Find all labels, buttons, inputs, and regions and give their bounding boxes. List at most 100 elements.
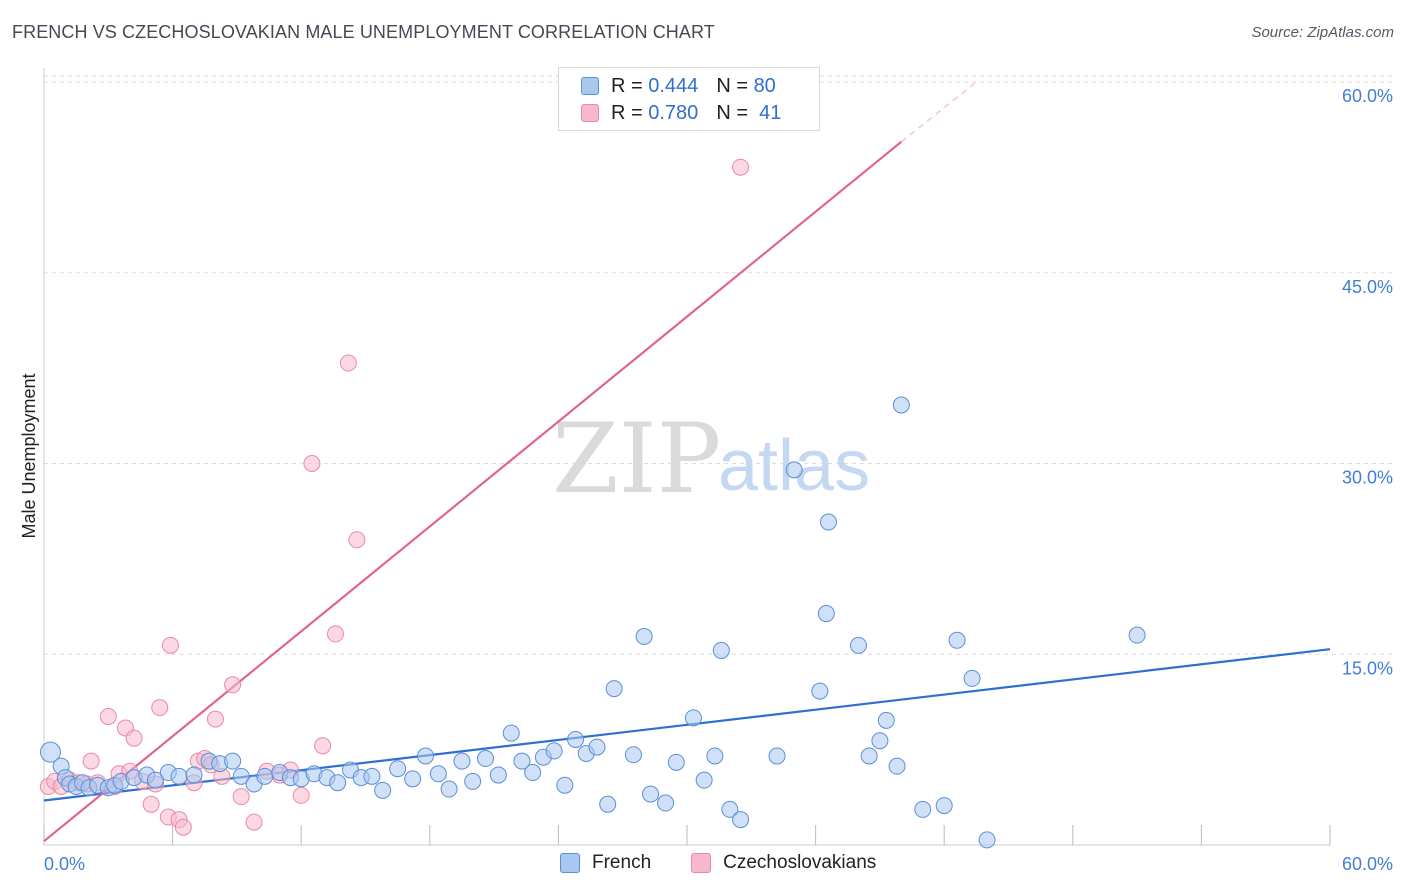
french-point: [374, 781, 392, 799]
czech-point: [161, 636, 179, 654]
french-point: [389, 760, 407, 778]
french-swatch: [581, 77, 599, 95]
czech-swatch: [581, 104, 599, 122]
french-point: [712, 641, 730, 659]
french-point: [819, 513, 837, 531]
czech-point: [99, 708, 117, 726]
czech-point: [206, 710, 224, 728]
chart-title: FRENCH VS CZECHOSLOVAKIAN MALE UNEMPLOYM…: [12, 22, 715, 42]
legend-r-value: 0.780: [648, 101, 699, 124]
french-point: [429, 765, 447, 783]
legend-r-label: R =: [611, 74, 643, 97]
stats-legend: R = 0.444 N = 80 R = 0.780 N = 41: [558, 67, 820, 131]
french-point: [732, 811, 750, 829]
french-point: [232, 767, 250, 785]
czech-point: [151, 699, 169, 717]
french-point: [453, 752, 471, 770]
y-tick-labels: 15.0% 30.0% 45.0% 60.0%: [1342, 86, 1393, 678]
french-point: [440, 780, 458, 798]
french-point: [667, 753, 685, 771]
french-legend-swatch: [560, 853, 580, 873]
french-point: [417, 747, 435, 765]
french-point: [888, 757, 906, 775]
french-point: [502, 724, 520, 742]
legend-r-label: R =: [611, 101, 643, 124]
x-tick-label-max: 60.0%: [1342, 854, 1393, 874]
french-point: [948, 631, 966, 649]
french-point: [963, 669, 981, 687]
y-tick-label: 45.0%: [1342, 277, 1393, 297]
french-point: [635, 627, 653, 645]
french-point: [524, 764, 542, 782]
french-point: [811, 682, 829, 700]
french-point: [605, 680, 623, 698]
legend-item-french[interactable]: French: [560, 852, 651, 874]
french-point: [363, 767, 381, 785]
french-point: [877, 711, 895, 729]
french-point: [684, 709, 702, 727]
czech-trend-line: [43, 140, 903, 843]
y-tick-label: 60.0%: [1342, 86, 1393, 106]
french-point: [849, 636, 867, 654]
legend-r-value: 0.444: [648, 74, 699, 97]
czech-point: [82, 752, 100, 770]
french-point: [871, 732, 889, 750]
legend-n-label: N =: [716, 74, 748, 97]
czech-point: [232, 788, 250, 806]
french-point: [39, 741, 61, 763]
french-point: [224, 752, 242, 770]
axes: [43, 68, 1331, 846]
czech-point: [348, 531, 366, 549]
french-point: [935, 797, 953, 815]
y-tick-label: 15.0%: [1342, 658, 1393, 678]
french-point: [695, 771, 713, 789]
czech-point: [303, 455, 321, 472]
french-point: [914, 800, 932, 818]
french-point: [567, 730, 585, 748]
french-point: [624, 746, 642, 764]
french-point: [721, 800, 739, 818]
legend-item-czech[interactable]: Czechoslovakians: [691, 852, 876, 874]
french-point: [329, 774, 347, 792]
french-point: [464, 772, 482, 790]
czech-point: [125, 729, 143, 747]
y-tick-label: 30.0%: [1342, 468, 1393, 488]
french-point: [477, 750, 495, 768]
grid: [44, 75, 1393, 655]
czech-point: [174, 818, 192, 836]
czech-point: [224, 676, 242, 694]
legend-row-czech: R = 0.780 N = 41: [581, 100, 781, 126]
czech-point: [292, 786, 310, 804]
watermark-zip: ZIP: [552, 403, 721, 515]
french-point: [404, 770, 422, 788]
french-point: [256, 767, 274, 785]
french-point: [768, 747, 786, 765]
czech-legend-swatch: [691, 853, 712, 873]
french-point: [170, 767, 188, 785]
french-point: [489, 766, 507, 784]
legend-row-french: R = 0.444 N = 80: [581, 73, 776, 99]
legend-n-value: 41: [759, 101, 782, 124]
french-point: [1128, 626, 1146, 644]
french-points: [39, 396, 1146, 849]
french-point: [817, 605, 835, 623]
czech-point: [142, 795, 160, 813]
czech-point: [339, 354, 357, 372]
french-point: [657, 794, 675, 812]
legend-n-label: N =: [716, 101, 748, 124]
french-point: [978, 831, 996, 849]
french-point: [785, 461, 803, 479]
french-point: [588, 738, 606, 756]
czech-trend-extension: [900, 81, 977, 143]
series-legend: French Czechoslovakians: [560, 852, 916, 874]
french-legend-label: French: [592, 852, 652, 873]
czech-point: [732, 158, 750, 176]
french-point: [642, 785, 660, 803]
czech-point: [326, 625, 344, 643]
french-point: [146, 771, 164, 789]
french-point: [545, 742, 563, 760]
legend-n-value: 80: [753, 74, 776, 97]
french-point: [185, 766, 203, 784]
french-point: [860, 747, 878, 765]
